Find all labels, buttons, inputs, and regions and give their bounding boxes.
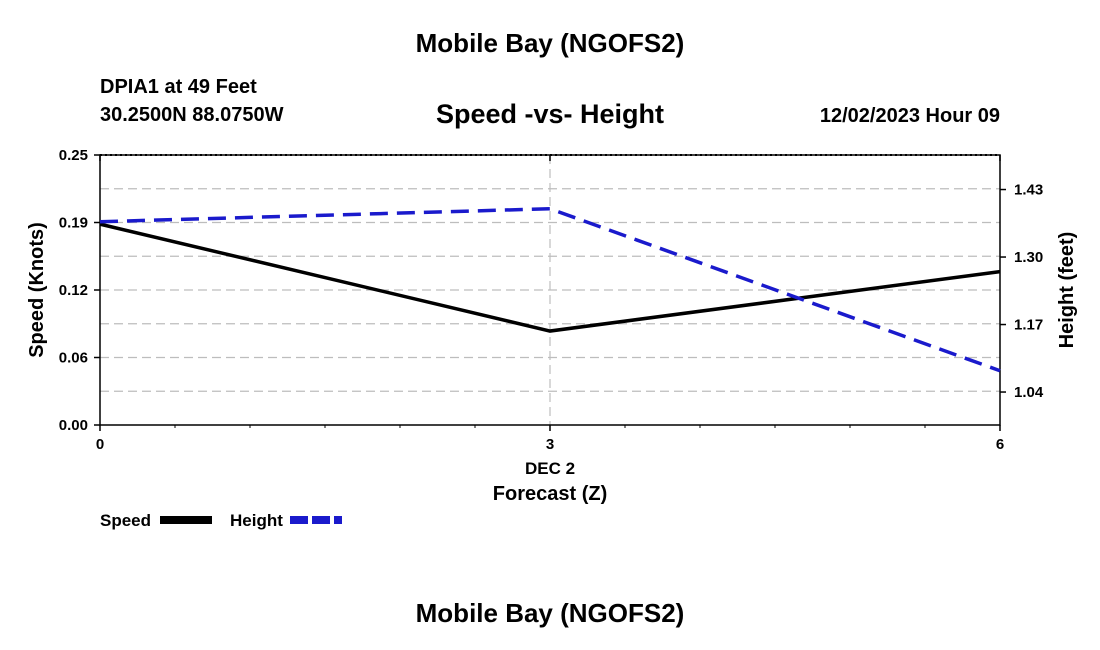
legend-speed-label: Speed: [100, 511, 151, 530]
x-date-label: DEC 2: [525, 459, 575, 478]
forecast-datetime: 12/02/2023 Hour 09: [819, 105, 1000, 127]
y-right-tick-label: 1.17: [1014, 317, 1043, 334]
y-right-tick-label: 1.30: [1014, 249, 1043, 266]
y-left-tick-label: 0.00: [59, 417, 88, 434]
coordinates-label: 30.2500N 88.0750W: [100, 104, 284, 126]
y-right-tick-label: 1.04: [1014, 384, 1044, 401]
y-left-tick-label: 0.19: [59, 215, 88, 232]
x-tick-label: 6: [996, 436, 1004, 453]
y-axis-right-label: Height (feet): [1056, 232, 1078, 349]
y-left-tick-label: 0.06: [59, 350, 88, 367]
y-left-tick-label: 0.25: [59, 147, 88, 164]
y-left-tick-label: 0.12: [59, 282, 88, 299]
chart-subtitle: Speed -vs- Height: [435, 99, 665, 129]
y-axis-left-label: Speed (Knots): [26, 222, 48, 358]
page-title: Mobile Bay (NGOFS2): [415, 28, 685, 58]
label-layer: DEC 2 Forecast (Z) Speed (Knots) Height …: [26, 222, 1078, 505]
tick-layer: 0 3 6 0.00 0.06 0.12 0.19 0.25 1.04 1.17 1.30 1.43: [59, 147, 1044, 453]
station-label: DPIA1 at 49 Feet: [100, 76, 257, 98]
legend-height-label: Height: [230, 511, 283, 530]
footer-title: Mobile Bay (NGOFS2): [415, 598, 685, 628]
x-axis-label: Forecast (Z): [493, 483, 607, 505]
series-layer: [99, 206, 1001, 373]
series-line-height: [99, 206, 1001, 373]
legend: Speed Height: [100, 511, 342, 530]
y-right-tick-label: 1.43: [1014, 182, 1043, 199]
x-tick-label: 3: [546, 436, 554, 453]
x-tick-label: 0: [96, 436, 104, 453]
